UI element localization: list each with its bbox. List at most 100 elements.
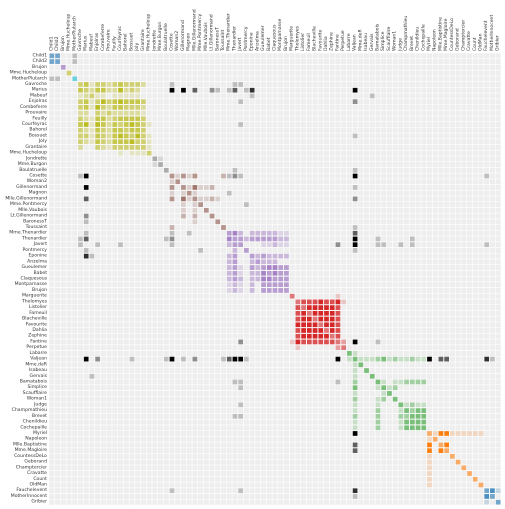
matrix-cell xyxy=(118,242,123,248)
matrix-cell xyxy=(226,282,232,288)
matrix-cell xyxy=(238,270,244,276)
matrix-cell xyxy=(387,391,392,396)
matrix-cell xyxy=(72,76,78,82)
matrix-cell xyxy=(106,122,112,127)
row-label: Mlle.Gillenormand xyxy=(5,195,47,201)
matrix-cell xyxy=(335,333,341,339)
matrix-cell xyxy=(129,150,135,156)
matrix-cell xyxy=(421,402,427,408)
column-label: Grantaire xyxy=(140,29,146,51)
matrix-cell xyxy=(244,87,249,93)
matrix-cell xyxy=(89,122,95,127)
matrix-cell xyxy=(135,93,141,99)
matrix-cell xyxy=(329,310,335,316)
matrix-cell xyxy=(329,333,335,339)
column-label: Brujon xyxy=(60,36,66,51)
matrix-cell xyxy=(226,253,232,259)
matrix-cell xyxy=(301,299,306,305)
matrix-cell xyxy=(135,133,141,139)
row-label: Javert xyxy=(33,241,48,247)
matrix-cell xyxy=(169,179,175,185)
column-label: Woman1 xyxy=(392,31,398,51)
matrix-cell xyxy=(169,230,175,236)
matrix-cell xyxy=(352,167,358,173)
row-label: Count xyxy=(33,476,47,482)
matrix-cell xyxy=(129,110,135,116)
matrix-cell xyxy=(78,133,83,139)
matrix-cell xyxy=(146,122,152,127)
matrix-cell xyxy=(118,93,123,99)
column-label: Champmathieu xyxy=(403,16,409,51)
row-label: Anzelma xyxy=(27,258,47,264)
matrix-cell xyxy=(135,145,141,150)
matrix-cell xyxy=(192,196,198,202)
matrix-cell xyxy=(135,116,141,122)
matrix-cell xyxy=(83,139,89,145)
matrix-cell xyxy=(129,145,135,150)
matrix-cell xyxy=(352,408,358,413)
matrix-cell xyxy=(112,110,118,116)
column-label: Gavroche xyxy=(77,29,83,51)
matrix-cell xyxy=(141,127,146,133)
matrix-cell xyxy=(129,104,135,110)
matrix-cell xyxy=(255,259,261,265)
matrix-cell xyxy=(146,133,152,139)
matrix-cell xyxy=(398,379,404,385)
matrix-cell xyxy=(415,408,421,413)
matrix-cell xyxy=(427,465,432,471)
matrix-cell xyxy=(238,282,244,288)
matrix-cell xyxy=(484,356,490,362)
matrix-cell xyxy=(472,431,478,436)
column-label: Lt.Gillenormand xyxy=(209,14,215,51)
matrix-cell xyxy=(141,110,146,116)
matrix-cell xyxy=(72,53,78,59)
matrix-cell xyxy=(232,356,238,362)
matrix-cell xyxy=(226,288,232,293)
matrix-cell xyxy=(181,207,186,213)
matrix-cell xyxy=(324,339,329,345)
matrix-cell xyxy=(112,116,118,122)
matrix-cell xyxy=(324,299,329,305)
matrix-cell xyxy=(438,431,444,436)
matrix-cell xyxy=(375,396,381,402)
column-label: Anzelma xyxy=(254,31,260,51)
column-label: Judge xyxy=(397,38,403,52)
column-label: Cochepaille xyxy=(420,24,426,51)
matrix-cell xyxy=(249,259,255,265)
matrix-cell xyxy=(129,99,135,104)
matrix-cell xyxy=(375,413,381,419)
matrix-cell xyxy=(421,408,427,413)
matrix-cell xyxy=(421,419,427,425)
matrix-cell xyxy=(352,356,358,362)
matrix-cell xyxy=(335,339,341,345)
matrix-cell xyxy=(404,413,409,419)
matrix-cell xyxy=(352,133,358,139)
matrix-cell xyxy=(123,99,129,104)
column-label: Bahorel xyxy=(123,33,129,51)
matrix-cell xyxy=(83,87,89,93)
matrix-cell xyxy=(95,127,100,133)
column-label: Isabeau xyxy=(363,33,369,51)
matrix-cell xyxy=(226,236,232,242)
matrix-cell xyxy=(238,236,244,242)
matrix-cell xyxy=(232,265,238,270)
matrix-cell xyxy=(375,408,381,413)
matrix-cell xyxy=(83,99,89,104)
matrix-cell xyxy=(83,133,89,139)
matrix-cell xyxy=(181,87,186,93)
matrix-cell xyxy=(255,270,261,276)
matrix-cell xyxy=(78,110,83,116)
row-label: Mlle.Vaubois xyxy=(18,207,47,213)
matrix-cell xyxy=(495,499,501,505)
matrix-cell xyxy=(347,356,352,362)
matrix-cell xyxy=(272,288,278,293)
matrix-cell xyxy=(78,127,83,133)
matrix-cell xyxy=(427,448,432,453)
matrix-cell xyxy=(129,356,135,362)
matrix-cell xyxy=(78,116,83,122)
matrix-cell xyxy=(409,402,415,408)
matrix-cell xyxy=(318,328,324,333)
row-label: Child1 xyxy=(32,52,47,58)
matrix-cell xyxy=(95,87,100,93)
